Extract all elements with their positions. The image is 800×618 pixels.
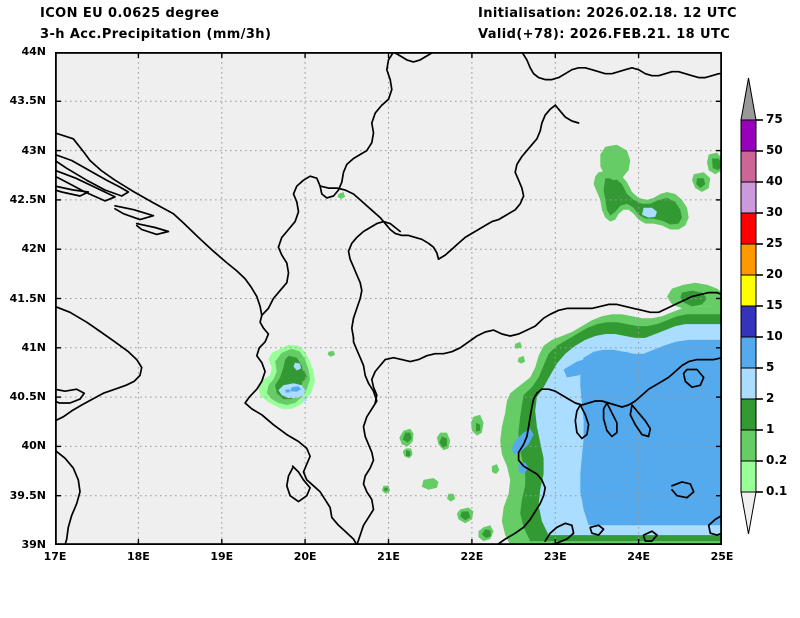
precip-contour xyxy=(517,355,526,364)
model-title: ICON EU 0.0625 degree xyxy=(40,6,220,21)
x-tick-label: 25E xyxy=(710,550,734,563)
precip-contour xyxy=(476,422,481,432)
colorbar-band xyxy=(740,181,757,214)
x-tick-label: 23E xyxy=(543,550,567,563)
colorbar-band xyxy=(740,398,757,431)
colorbar-tick-label: 10 xyxy=(766,329,783,343)
precip-contour xyxy=(518,462,529,474)
x-tick-label: 20E xyxy=(293,550,317,563)
colorbar-band xyxy=(740,274,757,307)
colorbar-tick-label: 25 xyxy=(766,236,783,250)
y-tick-label: 42N xyxy=(21,242,46,256)
coastlines-and-borders xyxy=(55,52,722,545)
y-tick-label: 43.5N xyxy=(9,94,46,108)
precip-contour xyxy=(301,397,307,402)
precip-contour xyxy=(712,158,722,171)
precip-contour xyxy=(491,464,500,474)
precip-contour xyxy=(402,432,412,443)
precip-contour xyxy=(696,178,706,189)
precip-contour xyxy=(439,436,447,448)
colorbar-band xyxy=(740,212,757,245)
precip-contour xyxy=(406,450,411,457)
y-tick-label: 39.5N xyxy=(9,488,46,502)
colorbar-bands xyxy=(740,77,757,535)
y-tick-label: 40.5N xyxy=(9,390,46,404)
precip-contour xyxy=(481,529,492,539)
precip-contour xyxy=(337,192,346,199)
colorbar: 75 50 40 30 25 20 15 10 5 2 1 0.2 0.1 xyxy=(728,74,800,535)
colorbar-tick-label: 0.2 xyxy=(766,453,788,467)
y-tick-label: 39N xyxy=(21,538,46,551)
colorbar-band xyxy=(740,429,757,462)
colorbar-band xyxy=(740,336,757,369)
colorbar-tick-label: 50 xyxy=(766,143,783,157)
colorbar-band xyxy=(740,150,757,183)
x-tick-label: 24E xyxy=(627,550,651,563)
y-tick-label: 41N xyxy=(21,340,46,354)
initialisation-time: Initialisation: 2026.02.18. 12 UTC xyxy=(478,6,737,21)
precip-contour xyxy=(446,493,456,502)
precip-contour xyxy=(293,362,301,371)
x-tick-label: 19E xyxy=(210,550,234,563)
y-tick-label: 41.5N xyxy=(9,291,46,305)
colorbar-tick-label: 75 xyxy=(766,112,783,126)
valid-time: Valid(+78): 2026.FEB.21. 18 UTC xyxy=(478,27,731,42)
colorbar-tick-label: 40 xyxy=(766,174,783,188)
x-tick-label: 21E xyxy=(377,550,400,563)
colorbar-band xyxy=(740,243,757,276)
precip-contour xyxy=(384,487,388,491)
colorbar-band xyxy=(740,305,757,338)
precip-contour xyxy=(603,178,682,225)
colorbar-canvas xyxy=(740,77,763,535)
x-tick-label: 18E xyxy=(126,550,150,563)
precip-contour xyxy=(290,386,301,392)
precip-contour xyxy=(421,478,439,490)
x-tick-label: 17E xyxy=(43,550,67,563)
colorbar-band xyxy=(740,367,757,400)
precip-contour xyxy=(511,428,534,455)
colorbar-tick-label: 1 xyxy=(766,422,775,436)
colorbar-tick-label: 5 xyxy=(766,360,775,374)
colorbar-tick-label: 15 xyxy=(766,298,783,312)
colorbar-ticks xyxy=(756,119,763,493)
precip-contour xyxy=(600,144,631,181)
colorbar-under-cap xyxy=(740,491,757,535)
y-tick-label: 40N xyxy=(21,439,46,453)
precip-contour xyxy=(514,341,522,349)
precip-contour xyxy=(605,351,632,368)
y-tick-label: 44N xyxy=(21,45,46,58)
precip-contour xyxy=(285,389,291,393)
precip-contour xyxy=(642,207,657,218)
colorbar-band xyxy=(740,119,757,152)
precip-contour xyxy=(327,350,336,357)
colorbar-tick-label: 0.1 xyxy=(766,484,788,498)
map-canvas xyxy=(55,52,722,545)
precip-contour xyxy=(460,511,471,521)
colorbar-band xyxy=(740,460,757,493)
colorbar-tick-label: 30 xyxy=(766,205,783,219)
x-tick-label: 22E xyxy=(460,550,484,563)
colorbar-tick-label: 2 xyxy=(766,391,775,405)
precip-contour xyxy=(545,515,557,528)
y-tick-label: 42.5N xyxy=(9,192,46,206)
lat-lon-gridlines xyxy=(55,52,722,545)
colorbar-over-cap xyxy=(740,77,757,121)
axis-ticks xyxy=(55,52,722,545)
map-plot-area xyxy=(55,52,722,545)
colorbar-tick-label: 20 xyxy=(766,267,783,281)
precip-contour xyxy=(603,399,722,518)
precip-contour xyxy=(563,357,596,378)
y-tick-label: 43N xyxy=(21,143,46,157)
precipitation-field xyxy=(258,144,722,545)
field-title: 3-h Acc.Precipitation (mm/3h) xyxy=(40,27,272,42)
